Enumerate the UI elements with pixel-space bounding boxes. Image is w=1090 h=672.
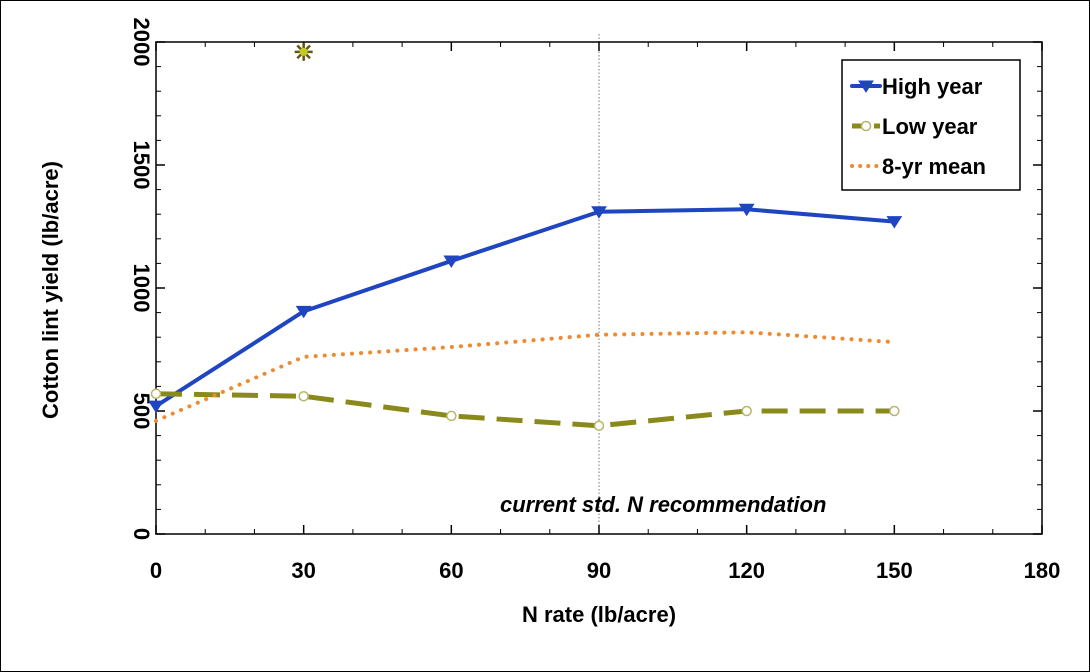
series-point-high-year: [886, 216, 903, 229]
series-point-low-year: [741, 405, 752, 417]
series-point-high-year: [443, 255, 460, 268]
x-tick-label: 150: [876, 558, 913, 583]
outlier-point: [294, 42, 313, 61]
series-point-low-year: [446, 410, 457, 422]
y-tick-label: 0: [129, 528, 154, 540]
y-tick-label: 500: [129, 393, 154, 430]
legend-label-high-year: High year: [882, 74, 983, 99]
series-line-low-year: [155, 391, 895, 429]
x-tick-label: 60: [439, 558, 463, 583]
legend-label-8-yr-mean: 8-yr mean: [882, 154, 986, 179]
series-point-low-year: [593, 420, 605, 432]
x-tick-label: 120: [728, 558, 765, 583]
series-point-low-year: [298, 390, 309, 402]
legend: High year Low year 8-yr mean: [841, 59, 1021, 191]
y-axis-label: Cotton lint yield (lb/acre): [38, 161, 63, 419]
x-tick-label: 0: [150, 558, 162, 583]
series-point-high-year: [148, 400, 164, 414]
series-point-high-year: [295, 305, 312, 319]
y-tick-label: 2000: [129, 18, 154, 67]
series-point-high-year: [738, 203, 755, 217]
y-tick-label: 1000: [129, 264, 154, 313]
annotation-current-std-n: current std. N recommendation: [500, 492, 826, 517]
series-point-high-year: [591, 206, 607, 219]
x-tick-label: 180: [1024, 558, 1061, 583]
series-layer: [148, 42, 903, 432]
x-tick-label: 90: [587, 558, 611, 583]
series-point-low-year: [150, 388, 162, 400]
series-line-8-yr-mean: [154, 330, 897, 423]
series-line-high-year: [154, 207, 897, 409]
axes: 0 30 60 90 120 150 180 0 500 1000 1500 2000: [129, 18, 1060, 583]
y-tick-label: 1500: [129, 141, 154, 190]
x-tick-label: 30: [291, 558, 315, 583]
x-axis-label: N rate (lb/acre): [522, 602, 676, 627]
outlier-core: [299, 47, 308, 56]
legend-marker-low-year: [860, 120, 872, 132]
legend-label-low-year: Low year: [882, 114, 978, 139]
series-point-low-year: [889, 405, 900, 417]
legend-marker-high-year: [858, 80, 874, 93]
